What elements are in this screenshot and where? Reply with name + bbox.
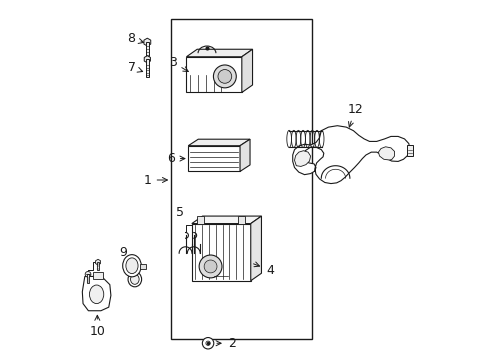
Circle shape	[213, 65, 236, 88]
Polygon shape	[95, 259, 101, 265]
Text: 6: 6	[166, 152, 184, 165]
Circle shape	[202, 338, 213, 349]
Text: 2: 2	[216, 337, 235, 350]
Bar	[87, 274, 89, 283]
Bar	[197, 216, 204, 224]
Text: 9: 9	[119, 246, 132, 263]
Text: 5: 5	[176, 206, 184, 219]
Text: 7: 7	[127, 61, 142, 74]
Bar	[97, 262, 99, 270]
Text: 4: 4	[253, 262, 273, 276]
Text: 8: 8	[127, 32, 143, 45]
Polygon shape	[292, 126, 409, 184]
Polygon shape	[186, 49, 252, 57]
Bar	[140, 264, 145, 269]
Text: 12: 12	[346, 103, 363, 127]
Polygon shape	[250, 216, 261, 281]
Bar	[171, 19, 312, 339]
Ellipse shape	[122, 255, 141, 277]
Bar	[238, 216, 245, 224]
Ellipse shape	[89, 285, 103, 303]
Polygon shape	[294, 151, 310, 166]
Polygon shape	[240, 139, 249, 171]
Bar	[186, 57, 242, 93]
Bar	[406, 145, 413, 156]
Text: 1: 1	[143, 174, 167, 186]
Bar	[191, 224, 250, 281]
Polygon shape	[378, 147, 394, 160]
Polygon shape	[144, 56, 150, 63]
Text: 10: 10	[89, 315, 105, 338]
Circle shape	[203, 260, 217, 273]
Circle shape	[85, 271, 91, 277]
Circle shape	[218, 69, 231, 83]
Bar	[145, 59, 148, 77]
Bar	[188, 146, 240, 171]
Polygon shape	[143, 38, 150, 46]
Ellipse shape	[128, 272, 142, 287]
Polygon shape	[82, 276, 111, 311]
Circle shape	[205, 341, 210, 345]
Polygon shape	[242, 49, 252, 93]
Bar	[93, 272, 103, 279]
Ellipse shape	[125, 258, 138, 274]
Ellipse shape	[130, 274, 139, 284]
Bar	[145, 42, 148, 57]
Text: 3: 3	[168, 55, 188, 72]
Text: 11: 11	[82, 290, 98, 303]
Polygon shape	[188, 139, 249, 146]
Circle shape	[199, 255, 222, 278]
Polygon shape	[191, 216, 261, 224]
